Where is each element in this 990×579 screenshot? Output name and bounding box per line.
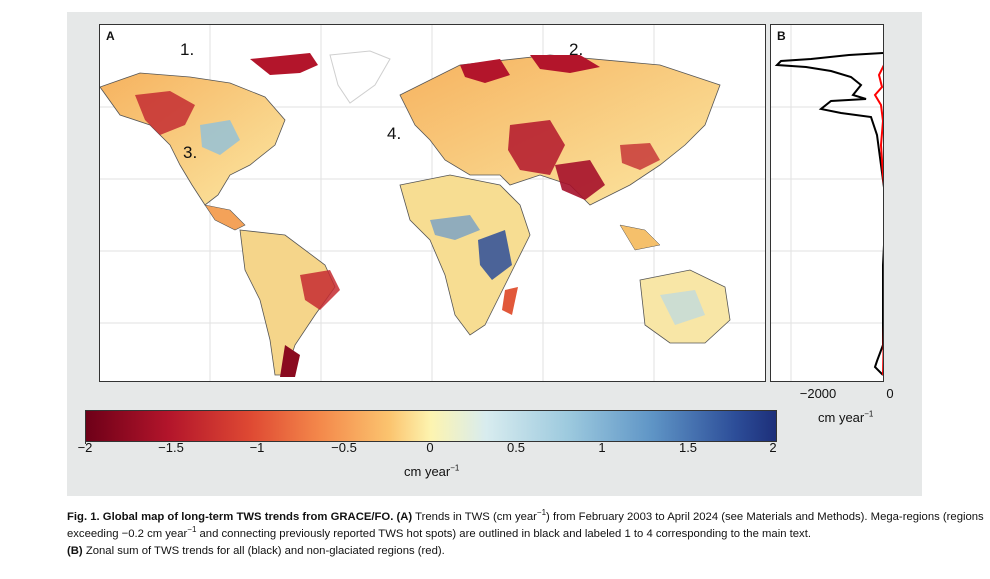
region-label-4: 4. xyxy=(387,124,402,143)
figure-panel: A 1. 2. 3. 4. B −2000 0 cm year−1 −2 −1.… xyxy=(67,12,922,496)
colorbar-tick: 0.5 xyxy=(506,440,526,455)
colorbar-tick: −1 xyxy=(249,440,265,455)
north-india-hotspot xyxy=(555,160,605,200)
scandinavia-arctic xyxy=(460,59,510,83)
colorbar-tick: 0 xyxy=(426,440,434,455)
zonal-tick-0: 0 xyxy=(886,386,894,401)
colorbar xyxy=(85,410,777,442)
hudson-wetting xyxy=(200,120,240,155)
panel-b-label: B xyxy=(777,29,786,43)
caspian-hotspot xyxy=(508,120,565,175)
region-label-2: 2. xyxy=(569,40,584,59)
east-africa-wetting xyxy=(478,230,512,280)
africa xyxy=(399,174,531,336)
panel-a-label: A xyxy=(106,29,115,43)
colorbar-label: cm year−1 xyxy=(404,463,460,479)
world-map-graphic xyxy=(100,25,765,381)
north-america xyxy=(100,72,286,206)
figure-caption: Fig. 1. Global map of long-term TWS tren… xyxy=(67,508,984,557)
zonal-sum-plot: B xyxy=(770,24,884,382)
zonal-sum-graphic xyxy=(771,25,883,381)
zonal-x-axis-label: cm year−1 xyxy=(818,409,874,425)
patagonia-hotspot xyxy=(280,345,300,377)
colorbar-tick: −1.5 xyxy=(158,440,184,455)
sahel-wetting xyxy=(430,215,480,240)
central-america xyxy=(204,204,246,231)
caption-fig-label: Fig. 1. Global map of long-term TWS tren… xyxy=(67,511,394,523)
trend-map: A xyxy=(99,24,766,382)
region-label-3: 3. xyxy=(183,143,198,162)
colorbar-tick: 1 xyxy=(598,440,606,455)
north-china-hotspot xyxy=(620,143,660,170)
greenland-outline xyxy=(329,50,391,104)
region-label-1: 1. xyxy=(180,40,195,59)
colorbar-tick: 1.5 xyxy=(678,440,698,455)
arctic-islands xyxy=(250,53,318,75)
brazil-hotspot xyxy=(300,270,340,310)
australia-wetting xyxy=(660,290,705,325)
colorbar-tick: 2 xyxy=(769,440,777,455)
alaska-hotspot xyxy=(135,91,195,135)
russian-arctic xyxy=(530,55,600,73)
madagascar xyxy=(502,287,518,315)
caption-part-b-label: (B) xyxy=(67,545,83,557)
zonal-non-glaciated-line xyxy=(873,64,883,375)
colorbar-tick: −2 xyxy=(77,440,93,455)
colorbar-tick: −0.5 xyxy=(331,440,357,455)
zonal-tick-neg2000: −2000 xyxy=(799,386,837,401)
caption-part-a-label: (A) xyxy=(396,511,413,523)
zonal-all-line xyxy=(774,52,883,376)
se-asia-islands xyxy=(619,224,661,251)
